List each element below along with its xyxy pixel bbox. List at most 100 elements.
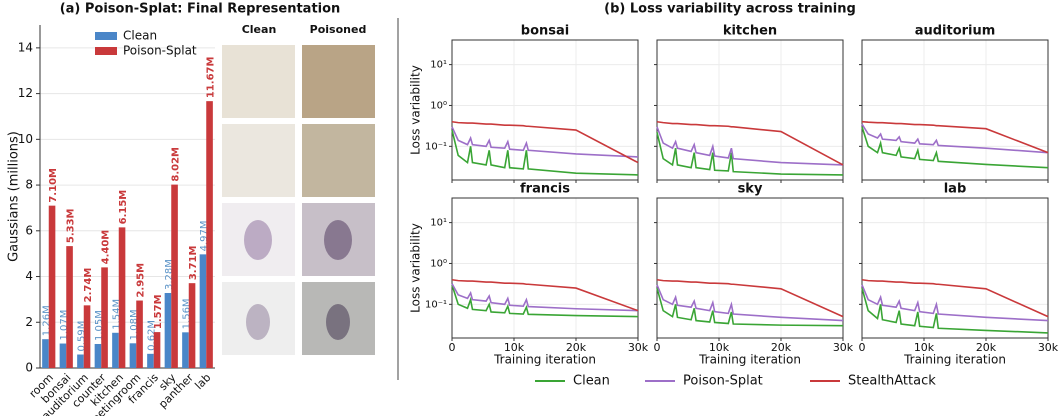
x-tick-label: 10k (914, 341, 935, 354)
plot-frame (656, 197, 844, 339)
x-axis-label: Training iteration (903, 353, 1006, 367)
legend-label: Poison-Splat (683, 374, 763, 389)
y-tick-label: 10¹ (430, 60, 447, 71)
x-tick-label: 10k (709, 341, 730, 354)
image-detail (244, 220, 272, 260)
legend-label: StealthAttack (848, 374, 936, 389)
x-tick-label: 20k (976, 341, 997, 354)
bar (129, 343, 137, 368)
value-label: 2.95M (136, 263, 147, 298)
series-line (861, 278, 1049, 318)
panel-b-title: (b) Loss variability across training (604, 2, 856, 17)
subplot-title: francis (520, 182, 570, 197)
value-label: 1.54M (111, 299, 122, 330)
x-tick-label: 30k (1038, 341, 1059, 354)
y-tick-label: 10⁻¹ (425, 299, 447, 310)
series-line (451, 283, 639, 312)
bar (48, 205, 56, 368)
bar (147, 353, 154, 368)
bar (101, 267, 108, 368)
x-tick-label: 20k (566, 341, 587, 354)
legend-swatch (95, 47, 117, 55)
x-tick-label: 0 (859, 341, 866, 354)
series-line (861, 284, 1049, 322)
subplot-title: lab (944, 182, 967, 197)
value-label: 8.02M (171, 147, 182, 182)
y-tick-label: 10⁰ (430, 100, 447, 111)
y-tick-label: 10¹ (430, 218, 447, 229)
image-detail (246, 304, 270, 340)
legend-swatch (95, 32, 117, 40)
x-axis-label: Training iteration (493, 353, 596, 367)
x-tick-label: lab (192, 371, 213, 392)
y-tick-label: 0 (25, 361, 33, 375)
value-label: 5.33M (66, 208, 77, 243)
value-label: 6.15M (118, 190, 129, 225)
legend-label: Poison-Splat (123, 44, 197, 58)
bar (199, 254, 207, 368)
bar (118, 227, 126, 368)
y-axis-label: Loss variability (409, 223, 423, 313)
value-label: 4.40M (101, 230, 112, 265)
x-tick-label: 30k (628, 341, 649, 354)
series-line (451, 120, 639, 164)
y-tick-label: 8 (25, 178, 33, 192)
plot-frame (451, 39, 639, 181)
y-tick-label: 2 (25, 315, 33, 329)
bar (171, 184, 178, 368)
subplot-title: auditorium (915, 24, 996, 39)
bar (188, 283, 196, 368)
value-label: 4.97M (199, 220, 210, 251)
y-tick-label: 6 (25, 223, 33, 237)
value-label: 7.10M (48, 168, 59, 203)
subplot-title: kitchen (723, 24, 777, 39)
bar (66, 246, 73, 368)
series-line (451, 278, 639, 312)
image-placeholder (222, 124, 295, 197)
value-label: 1.26M (41, 305, 52, 336)
plot-frame (656, 39, 844, 181)
image-detail (324, 220, 352, 260)
value-label: 11.67M (206, 57, 217, 99)
image-column-label: Poisoned (310, 23, 367, 36)
x-tick-label: 0 (449, 341, 456, 354)
bar (59, 343, 67, 368)
image-placeholder (302, 124, 375, 197)
x-axis-label: Training iteration (698, 353, 801, 367)
series-line (656, 278, 844, 318)
image-column-label: Clean (242, 23, 277, 36)
series-line (451, 284, 639, 318)
bar (182, 332, 189, 368)
bar (77, 354, 84, 368)
series-line (656, 120, 844, 166)
x-tick-label: 10k (504, 341, 525, 354)
image-placeholder (222, 45, 295, 118)
value-label: 1.05M (94, 310, 105, 341)
bar (153, 332, 161, 368)
value-label: 1.08M (129, 309, 140, 340)
value-label: 2.74M (83, 268, 94, 303)
legend-label: Clean (123, 29, 157, 43)
bar (42, 339, 49, 368)
plot-frame (451, 197, 639, 339)
bar (112, 332, 119, 368)
bar (164, 292, 172, 368)
subplot-title: bonsai (521, 24, 569, 39)
bar (136, 300, 143, 368)
y-tick-label: 4 (25, 269, 33, 283)
series-line (656, 126, 844, 166)
value-label: 0.62M (146, 320, 157, 351)
series-line (861, 123, 1049, 154)
value-label: 3.28M (164, 259, 175, 290)
panel-a-title: (a) Poison-Splat: Final Representation (60, 2, 341, 17)
image-detail (326, 304, 350, 340)
y-axis-label: Loss variability (409, 65, 423, 155)
y-tick-label: 10⁰ (430, 258, 447, 269)
bar (94, 343, 102, 368)
y-tick-label: 10⁻¹ (425, 141, 447, 152)
subplot-title: sky (738, 182, 763, 197)
value-label: 1.07M (59, 310, 70, 341)
series-line (861, 126, 1049, 169)
value-label: 3.71M (188, 245, 199, 280)
